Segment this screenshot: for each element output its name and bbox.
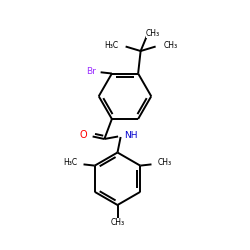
Text: CH₃: CH₃ [163, 40, 177, 50]
Text: CH₃: CH₃ [158, 158, 172, 168]
Text: Br: Br [86, 67, 96, 76]
Text: H₃C: H₃C [63, 158, 77, 168]
Text: CH₃: CH₃ [110, 218, 124, 227]
Text: H₃C: H₃C [104, 40, 118, 50]
Text: NH: NH [124, 131, 138, 140]
Text: CH₃: CH₃ [146, 28, 160, 38]
Text: O: O [80, 130, 88, 140]
